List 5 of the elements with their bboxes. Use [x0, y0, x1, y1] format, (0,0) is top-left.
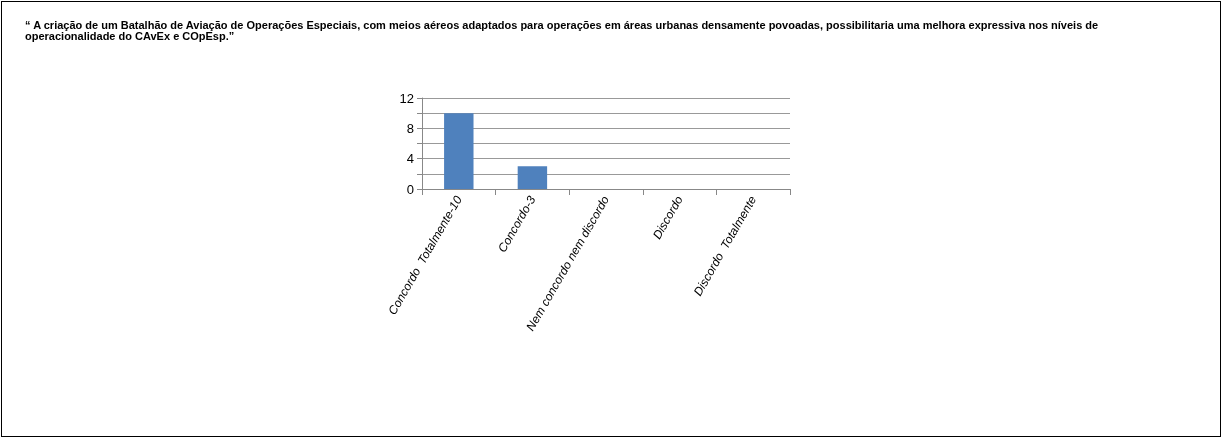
chart-title: “ A criação de um Batalhão de Aviação de Operações Especiais, com meios aéreos adaptados para operações em áreas urbanas densamente povoadas, possibilitaria uma melhora expressiva nos níveis de operacionalidade do CAvEx e COpEsp.”	[25, 18, 1102, 42]
y-tick-label: 8	[406, 120, 414, 136]
y-tick-label: 0	[406, 181, 414, 197]
y-tick-label: 4	[406, 151, 414, 167]
y-tick-label: 12	[399, 90, 414, 106]
